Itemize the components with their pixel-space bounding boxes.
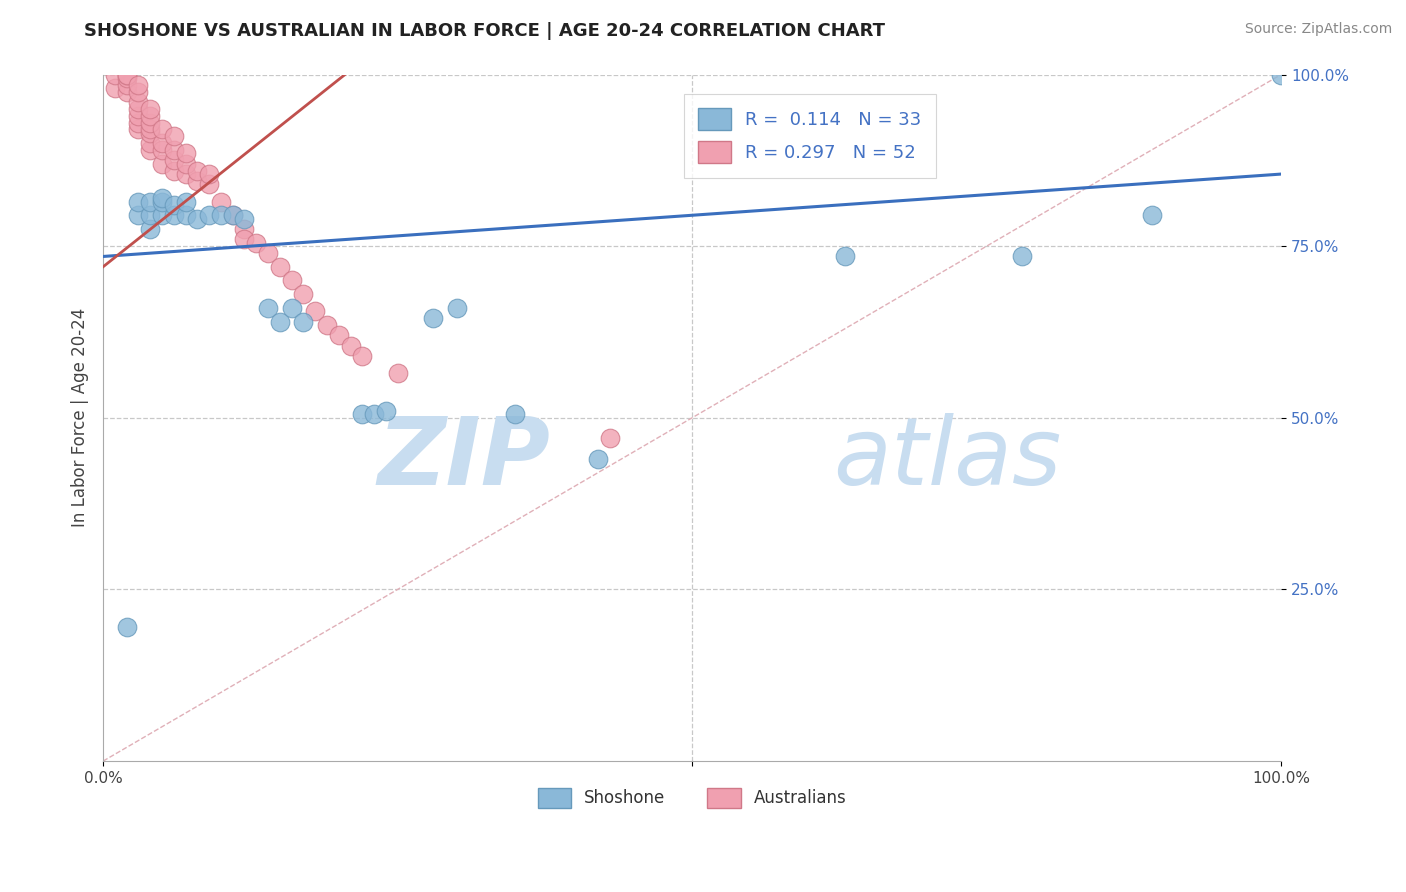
Point	[139, 126, 162, 140]
Point	[115, 68, 138, 82]
Point	[1011, 250, 1033, 264]
Point	[150, 143, 173, 157]
Point	[139, 143, 162, 157]
Point	[209, 208, 232, 222]
Point	[127, 109, 149, 123]
Point	[269, 260, 291, 274]
Point	[127, 208, 149, 222]
Point	[233, 211, 256, 226]
Point	[139, 136, 162, 151]
Point	[198, 208, 221, 222]
Point	[186, 174, 208, 188]
Point	[198, 167, 221, 181]
Point	[292, 315, 315, 329]
Point	[186, 163, 208, 178]
Point	[198, 178, 221, 192]
Point	[174, 157, 197, 171]
Point	[316, 318, 339, 332]
Point	[209, 194, 232, 209]
Point	[586, 452, 609, 467]
Point	[150, 157, 173, 171]
Point	[222, 208, 245, 222]
Point	[115, 68, 138, 82]
Point	[422, 311, 444, 326]
Point	[127, 85, 149, 99]
Point	[269, 315, 291, 329]
Point	[280, 301, 302, 315]
Point	[174, 208, 197, 222]
Point	[245, 235, 267, 250]
Point	[139, 115, 162, 129]
Point	[115, 620, 138, 634]
Text: Source: ZipAtlas.com: Source: ZipAtlas.com	[1244, 22, 1392, 37]
Point	[127, 194, 149, 209]
Point	[304, 304, 326, 318]
Point	[352, 349, 374, 363]
Point	[163, 129, 186, 144]
Text: ZIP: ZIP	[378, 413, 551, 505]
Point	[292, 287, 315, 301]
Point	[222, 208, 245, 222]
Point	[163, 208, 186, 222]
Point	[186, 211, 208, 226]
Point	[174, 194, 197, 209]
Point	[115, 85, 138, 99]
Point	[127, 95, 149, 109]
Point	[599, 431, 621, 445]
Point	[163, 198, 186, 212]
Text: SHOSHONE VS AUSTRALIAN IN LABOR FORCE | AGE 20-24 CORRELATION CHART: SHOSHONE VS AUSTRALIAN IN LABOR FORCE | …	[84, 22, 886, 40]
Point	[163, 163, 186, 178]
Point	[280, 273, 302, 287]
Point	[150, 194, 173, 209]
Point	[127, 78, 149, 92]
Point	[150, 208, 173, 222]
Point	[115, 70, 138, 85]
Point	[446, 301, 468, 315]
Point	[127, 122, 149, 136]
Legend: Shoshone, Australians: Shoshone, Australians	[531, 780, 853, 814]
Point	[104, 68, 127, 82]
Point	[163, 143, 186, 157]
Point	[139, 122, 162, 136]
Point	[115, 78, 138, 92]
Point	[174, 146, 197, 161]
Point	[150, 136, 173, 151]
Point	[139, 109, 162, 123]
Point	[127, 115, 149, 129]
Point	[150, 191, 173, 205]
Y-axis label: In Labor Force | Age 20-24: In Labor Force | Age 20-24	[72, 308, 89, 527]
Point	[1270, 68, 1292, 82]
Point	[1140, 208, 1163, 222]
Point	[139, 208, 162, 222]
Point	[127, 102, 149, 116]
Point	[233, 222, 256, 236]
Point	[387, 366, 409, 380]
Point	[505, 408, 527, 422]
Point	[328, 328, 350, 343]
Point	[257, 301, 280, 315]
Point	[363, 408, 385, 422]
Point	[374, 404, 396, 418]
Point	[352, 408, 374, 422]
Point	[834, 250, 856, 264]
Point	[104, 81, 127, 95]
Point	[174, 167, 197, 181]
Point	[139, 222, 162, 236]
Text: atlas: atlas	[834, 414, 1062, 505]
Point	[233, 232, 256, 246]
Point	[139, 194, 162, 209]
Point	[339, 339, 361, 353]
Point	[150, 122, 173, 136]
Point	[257, 246, 280, 260]
Point	[139, 102, 162, 116]
Point	[163, 153, 186, 168]
